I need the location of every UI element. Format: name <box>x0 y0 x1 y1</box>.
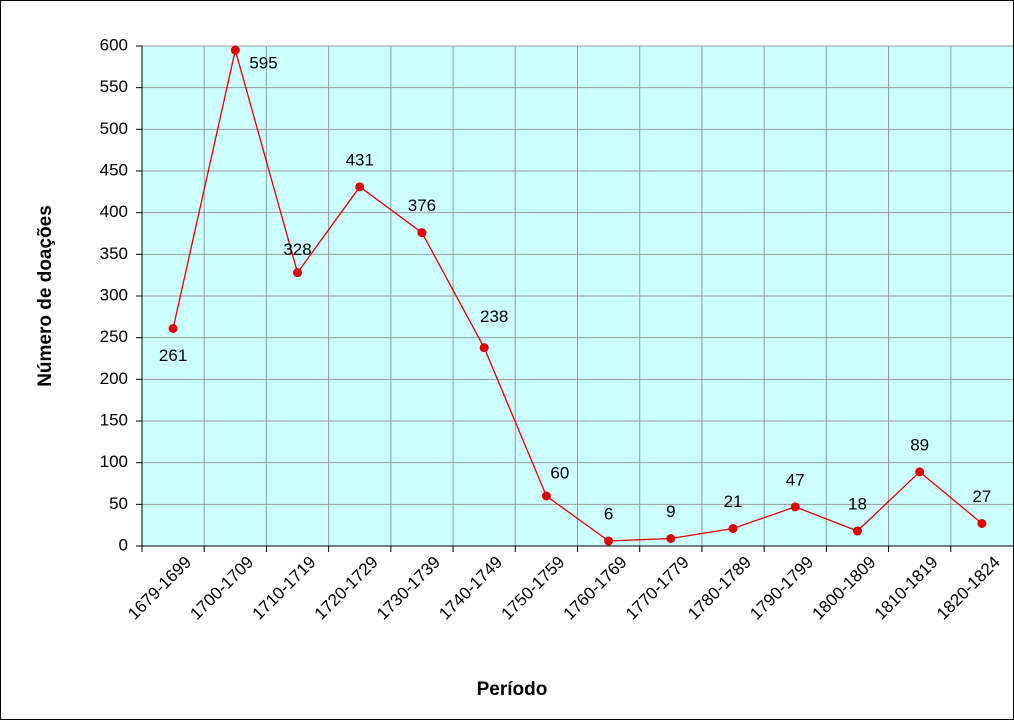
data-label: 47 <box>786 470 805 489</box>
y-tick-label: 500 <box>100 119 128 138</box>
data-label: 9 <box>666 502 675 521</box>
data-label: 595 <box>249 54 277 73</box>
y-tick-label: 600 <box>100 35 128 54</box>
data-point <box>604 536 614 546</box>
data-label: 89 <box>910 435 929 454</box>
data-label: 431 <box>346 150 374 169</box>
data-point <box>230 45 240 55</box>
data-label: 60 <box>550 463 569 482</box>
y-tick-label: 450 <box>100 160 128 179</box>
data-point <box>541 491 551 501</box>
data-point <box>790 502 800 512</box>
data-point <box>293 268 303 278</box>
data-label: 27 <box>972 487 991 506</box>
x-axis-title: Período <box>477 679 548 700</box>
data-label: 376 <box>408 196 436 215</box>
y-tick-label: 200 <box>100 369 128 388</box>
data-label: 21 <box>724 492 743 511</box>
data-point <box>479 343 489 353</box>
data-point <box>977 519 987 528</box>
data-point <box>915 467 925 477</box>
y-tick-label: 0 <box>119 535 128 554</box>
y-tick-label: 350 <box>100 244 128 263</box>
data-point <box>355 182 365 192</box>
data-point <box>728 524 738 533</box>
y-tick-label: 50 <box>109 494 128 513</box>
data-point <box>417 228 427 238</box>
y-tick-label: 100 <box>100 452 128 471</box>
y-tick-label: 300 <box>100 285 128 304</box>
data-label: 328 <box>283 240 311 259</box>
y-tick-label: 250 <box>100 327 128 346</box>
data-label: 261 <box>159 346 187 365</box>
data-label: 6 <box>604 504 613 523</box>
y-tick-label: 150 <box>100 410 128 429</box>
data-label: 238 <box>480 307 508 326</box>
y-axis-title: Número de doações <box>35 205 56 387</box>
data-label: 18 <box>848 494 867 513</box>
series-line <box>172 49 983 542</box>
y-tick-label: 550 <box>100 77 128 96</box>
y-tick-label: 400 <box>100 202 128 221</box>
data-point <box>168 324 178 333</box>
data-point <box>666 534 676 543</box>
data-point <box>852 526 862 536</box>
